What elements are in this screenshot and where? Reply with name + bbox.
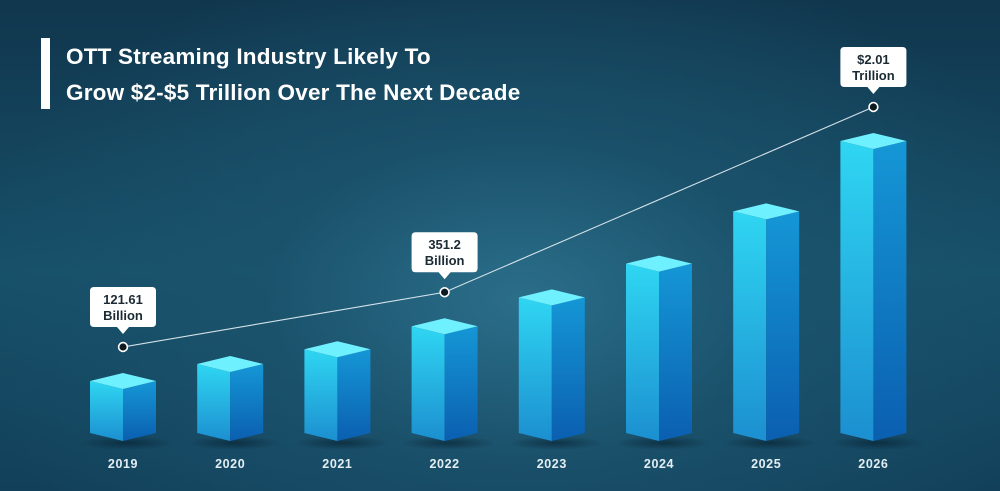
bar-front-face bbox=[197, 364, 231, 441]
callout-unit: Trillion bbox=[852, 68, 895, 83]
x-tick-label-2024: 2024 bbox=[644, 457, 674, 471]
bar-side-face bbox=[659, 263, 692, 441]
bar-front-face bbox=[518, 297, 552, 441]
bar-shadow bbox=[616, 436, 710, 450]
bar-shadow bbox=[508, 436, 603, 450]
x-tick-label-2020: 2020 bbox=[215, 457, 245, 471]
bar-2019 bbox=[80, 373, 174, 450]
bar-front-face bbox=[733, 211, 767, 441]
bar-shadow bbox=[830, 436, 925, 450]
bar-shadow bbox=[80, 436, 174, 450]
bar-2023 bbox=[508, 289, 603, 450]
bar-side-face bbox=[766, 211, 800, 441]
x-tick-label-2026: 2026 bbox=[858, 457, 888, 471]
trend-marker-dot bbox=[441, 288, 449, 296]
title-accent-bar bbox=[41, 38, 50, 109]
callout-value: $2.01 bbox=[857, 52, 890, 67]
bar-top-face bbox=[90, 373, 156, 389]
bar-front-face bbox=[411, 326, 445, 441]
trend-marker-dot bbox=[119, 343, 127, 351]
x-axis-labels: 2019 2020 2021 2022 2023 2024 2025 2026 bbox=[108, 457, 888, 471]
bar-top-face bbox=[197, 356, 264, 373]
bar-side-face bbox=[230, 364, 264, 441]
bar-side-face bbox=[444, 326, 478, 441]
x-tick-label-2021: 2021 bbox=[322, 457, 352, 471]
bar-shadow bbox=[187, 436, 282, 450]
bar-shadow bbox=[294, 436, 389, 450]
bar-side-face bbox=[337, 349, 371, 441]
bar-top-face bbox=[411, 318, 478, 335]
callout-unit: Billion bbox=[425, 253, 465, 268]
bar-2020 bbox=[187, 356, 282, 450]
x-tick-label-2022: 2022 bbox=[429, 457, 459, 471]
x-tick-label-2025: 2025 bbox=[751, 457, 781, 471]
bar-top-face bbox=[626, 255, 692, 272]
bar-2024 bbox=[616, 255, 710, 450]
callout-value: 121.61 bbox=[103, 292, 143, 307]
bar-2026 bbox=[830, 133, 925, 450]
bar-front-face bbox=[626, 263, 659, 441]
bar-front-face bbox=[90, 381, 123, 441]
bar-top-face bbox=[840, 133, 907, 149]
bar-shadow bbox=[401, 436, 496, 450]
bar-side-face bbox=[873, 141, 907, 441]
bar-2021 bbox=[294, 341, 389, 450]
callout-box bbox=[90, 287, 156, 334]
callout-box bbox=[840, 47, 907, 94]
bar-front-face bbox=[840, 141, 874, 441]
x-tick-label-2019: 2019 bbox=[108, 457, 138, 471]
x-tick-label-2023: 2023 bbox=[537, 457, 567, 471]
bar-top-face bbox=[518, 289, 585, 306]
chart-title-line-1: OTT Streaming Industry Likely To bbox=[66, 44, 431, 69]
chart-title-line-2: Grow $2-$5 Trillion Over The Next Decade bbox=[66, 80, 521, 105]
bar-front-face bbox=[304, 349, 338, 441]
bar-side-face bbox=[551, 297, 585, 441]
callout-box bbox=[411, 232, 478, 280]
trend-marker-dot bbox=[869, 103, 878, 111]
callout-value: 351.2 bbox=[428, 237, 461, 252]
chart-title: OTT Streaming Industry Likely To Grow $2… bbox=[66, 39, 666, 111]
bar-shadow bbox=[723, 436, 818, 450]
bar-2025 bbox=[723, 203, 818, 450]
bar-2022 bbox=[401, 318, 496, 450]
bar-side-face bbox=[123, 381, 156, 441]
bar-top-face bbox=[304, 341, 371, 358]
callout-unit: Billion bbox=[103, 308, 143, 323]
bars-group bbox=[80, 133, 925, 450]
bar-top-face bbox=[733, 203, 800, 220]
